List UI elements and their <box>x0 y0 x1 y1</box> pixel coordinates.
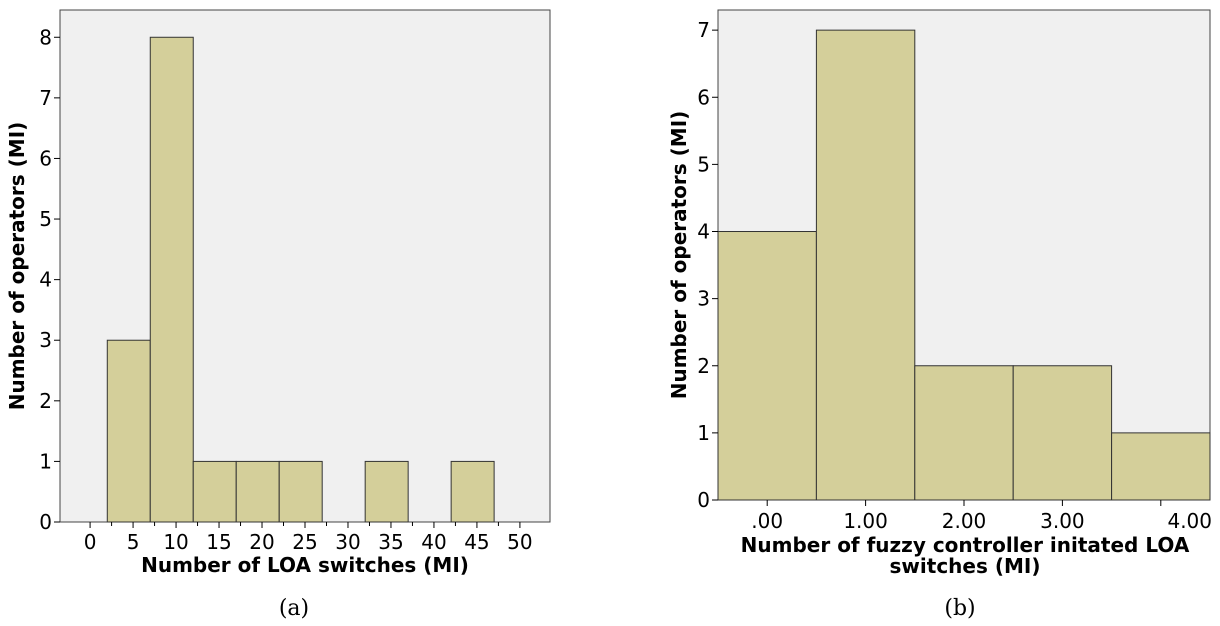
x-ticks-b: .00 1.00 2.00 3.00 4.00 <box>751 500 1212 533</box>
x-tick-label: 15 <box>206 530 231 554</box>
x-ticks-a: 0 5 10 15 20 25 30 35 40 45 50 <box>84 522 533 554</box>
bar <box>149 36 194 523</box>
bar <box>192 460 237 523</box>
x-tick-label: 4.00 <box>1167 509 1212 533</box>
y-tick-label: 1 <box>39 449 52 473</box>
y-tick-label: 1 <box>697 421 710 445</box>
y-tick-label: 5 <box>39 207 52 231</box>
bar <box>364 460 409 523</box>
bar <box>815 29 916 501</box>
caption-b: (b) <box>944 596 975 621</box>
y-tick-label: 3 <box>697 287 710 311</box>
y-tick-label: 4 <box>697 220 710 244</box>
y-tick-label: 8 <box>39 25 52 49</box>
x-tick-label: 45 <box>464 530 489 554</box>
bar <box>1012 365 1113 501</box>
y-tick-label: 5 <box>697 152 710 176</box>
x-tick-label: 30 <box>335 530 360 554</box>
y-ticks-a: 0 1 2 3 4 5 6 7 8 <box>39 25 60 534</box>
x-tick-label: 25 <box>292 530 317 554</box>
caption-a: (a) <box>279 596 309 621</box>
y-ticks-b: 0 1 2 3 4 5 6 7 <box>697 18 718 512</box>
y-tick-label: 2 <box>39 389 52 413</box>
bar <box>235 460 280 523</box>
x-tick-label: 2.00 <box>942 509 987 533</box>
x-axis-label-b-line1: Number of fuzzy controller initated LOA <box>741 533 1190 557</box>
y-tick-label: 6 <box>39 146 52 170</box>
bars-b <box>717 29 1211 501</box>
y-tick-label: 6 <box>697 85 710 109</box>
y-tick-label: 0 <box>39 510 52 534</box>
y-tick-label: 3 <box>39 328 52 352</box>
y-tick-label: 0 <box>697 488 710 512</box>
y-tick-label: 2 <box>697 354 710 378</box>
bar <box>1111 432 1211 501</box>
x-tick-label: .00 <box>751 509 783 533</box>
x-axis-label-b-line2: switches (MI) <box>890 554 1041 578</box>
x-tick-label: 5 <box>127 530 140 554</box>
bar <box>106 339 151 523</box>
x-tick-label: 35 <box>378 530 403 554</box>
bar <box>278 460 323 523</box>
x-tick-label: 10 <box>163 530 188 554</box>
x-tick-label: 0 <box>84 530 97 554</box>
x-tick-label: 40 <box>421 530 446 554</box>
x-axis-label-a: Number of LOA switches (MI) <box>141 553 469 577</box>
bar <box>914 365 1014 501</box>
x-tick-label: 1.00 <box>843 509 888 533</box>
bars-a <box>106 36 495 523</box>
chart-panel-b: .00 1.00 2.00 3.00 4.00 0 1 2 3 4 5 6 7 Number of f… <box>667 9 1212 621</box>
y-tick-label: 7 <box>697 18 710 42</box>
x-tick-label: 3.00 <box>1040 509 1085 533</box>
bar <box>717 231 817 501</box>
x-tick-label: 20 <box>249 530 274 554</box>
y-axis-label-b: Number of operators (MI) <box>667 111 691 400</box>
bar <box>450 460 495 523</box>
y-axis-label-a: Number of operators (MI) <box>5 122 29 411</box>
y-tick-label: 4 <box>39 268 52 292</box>
y-tick-label: 7 <box>39 86 52 110</box>
x-tick-label: 50 <box>507 530 532 554</box>
